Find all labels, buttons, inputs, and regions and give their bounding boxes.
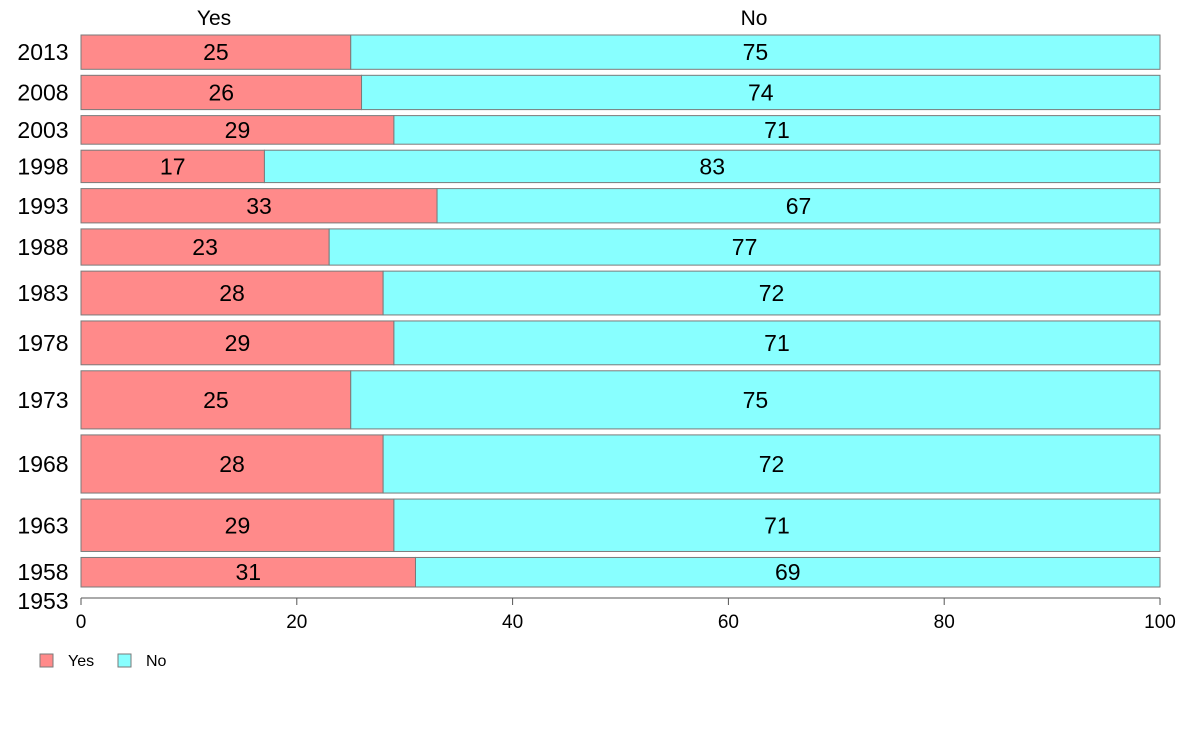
data-label-no-1973: 75 bbox=[743, 387, 769, 413]
bar-no-1993 bbox=[436, 188, 1161, 224]
bar-no-1973 bbox=[350, 370, 1161, 430]
bar-yes-1958 bbox=[80, 556, 416, 588]
bar-yes-1963 bbox=[80, 498, 395, 552]
data-label-no-2008: 74 bbox=[748, 79, 774, 105]
data-label-no-1958: 69 bbox=[775, 559, 801, 585]
category-label-1978: 1978 bbox=[17, 330, 68, 356]
category-label-2008: 2008 bbox=[17, 79, 68, 105]
bar-no-2003 bbox=[393, 115, 1161, 145]
bar-yes-1983 bbox=[80, 270, 384, 316]
data-label-yes-1978: 29 bbox=[225, 330, 251, 356]
category-label-1983: 1983 bbox=[17, 280, 68, 306]
data-label-yes-1973: 25 bbox=[203, 387, 229, 413]
category-label-2013: 2013 bbox=[17, 39, 68, 65]
bar-no-2008 bbox=[361, 74, 1161, 111]
data-label-no-1963: 71 bbox=[764, 512, 790, 538]
category-label-1998: 1998 bbox=[17, 153, 68, 179]
data-label-no-2013: 75 bbox=[743, 39, 769, 65]
category-label-1968: 1968 bbox=[17, 451, 68, 477]
data-label-no-1968: 72 bbox=[759, 451, 785, 477]
data-label-no-1983: 72 bbox=[759, 280, 785, 306]
bar-yes-2008 bbox=[80, 74, 363, 111]
data-label-no-1988: 77 bbox=[732, 234, 758, 260]
bar-no-1963 bbox=[393, 498, 1161, 552]
category-label-1993: 1993 bbox=[17, 193, 68, 219]
x-tick-label-0: 0 bbox=[76, 612, 87, 633]
bar-yes-1993 bbox=[80, 188, 438, 224]
x-tick-label-60: 60 bbox=[718, 612, 739, 633]
legend-label-yes: Yes bbox=[68, 653, 94, 670]
category-label-1953: 1953 bbox=[17, 588, 68, 614]
bar-no-2013 bbox=[350, 34, 1161, 70]
column-header-no: No bbox=[741, 7, 768, 30]
x-tick-label-20: 20 bbox=[286, 612, 307, 633]
bar-no-1998 bbox=[263, 149, 1161, 184]
data-label-yes-1968: 28 bbox=[219, 451, 245, 477]
column-header-yes: Yes bbox=[197, 7, 231, 30]
bar-yes-1968 bbox=[80, 434, 384, 494]
data-label-yes-2013: 25 bbox=[203, 39, 229, 65]
bar-yes-2003 bbox=[80, 115, 395, 145]
data-label-yes-1998: 17 bbox=[160, 153, 186, 179]
data-label-no-1978: 71 bbox=[764, 330, 790, 356]
data-label-no-2003: 71 bbox=[764, 117, 790, 143]
x-tick-label-100: 100 bbox=[1144, 612, 1176, 633]
bar-yes-2013 bbox=[80, 34, 352, 70]
data-label-no-1998: 83 bbox=[699, 153, 725, 179]
bar-no-1983 bbox=[382, 270, 1161, 316]
legend-label-no: No bbox=[146, 653, 167, 670]
data-label-yes-1993: 33 bbox=[246, 193, 272, 219]
bar-no-1988 bbox=[328, 228, 1161, 266]
x-tick-label-40: 40 bbox=[502, 612, 523, 633]
category-label-1963: 1963 bbox=[17, 512, 68, 538]
data-label-yes-1988: 23 bbox=[192, 234, 218, 260]
data-label-yes-2008: 26 bbox=[208, 79, 234, 105]
bar-no-1978 bbox=[393, 320, 1161, 366]
category-label-1988: 1988 bbox=[17, 234, 68, 260]
bar-no-1958 bbox=[414, 556, 1161, 588]
data-label-yes-1983: 28 bbox=[219, 280, 245, 306]
category-label-1958: 1958 bbox=[17, 559, 68, 585]
category-label-2003: 2003 bbox=[17, 117, 68, 143]
data-label-no-1993: 67 bbox=[786, 193, 812, 219]
data-label-yes-1958: 31 bbox=[235, 559, 261, 585]
legend-swatch-no bbox=[117, 653, 132, 668]
bar-yes-1973 bbox=[80, 370, 352, 430]
bar-yes-1998 bbox=[80, 149, 265, 184]
data-label-yes-1963: 29 bbox=[225, 512, 251, 538]
x-tick-label-80: 80 bbox=[934, 612, 955, 633]
legend-swatch-yes bbox=[39, 653, 54, 668]
category-label-1973: 1973 bbox=[17, 387, 68, 413]
bar-no-1968 bbox=[382, 434, 1161, 494]
data-label-yes-2003: 29 bbox=[225, 117, 251, 143]
